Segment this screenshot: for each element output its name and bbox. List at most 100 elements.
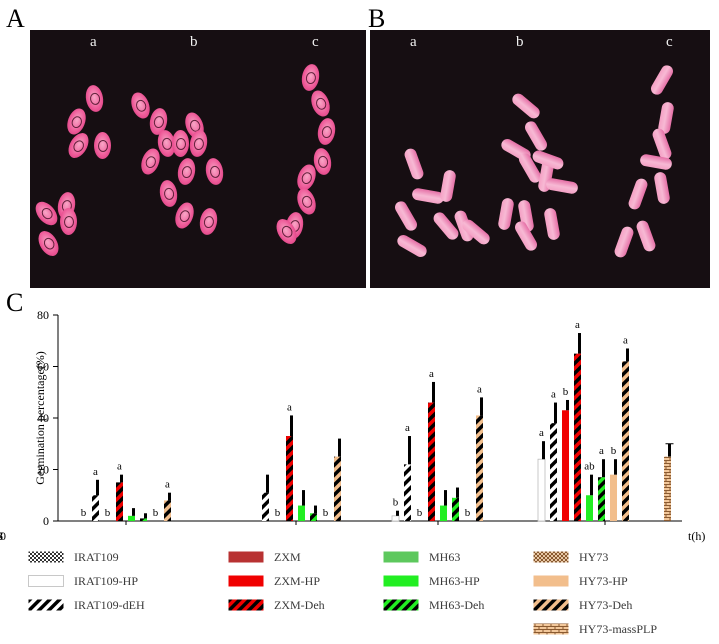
error-bar-hy73-massplp-t10 [668, 443, 671, 457]
stained-seed-whole [545, 177, 579, 195]
significance-letter-irat109-deh-t3: a [93, 466, 98, 478]
legend-item-irat109-deh: IRAT109-dEH [28, 597, 145, 613]
x-tick-label-10: 10 [0, 529, 6, 543]
stained-seed-half [64, 129, 93, 162]
legend-item-zxm: ZXM [228, 549, 301, 565]
bar-irat109-hp-t7 [391, 515, 400, 522]
bar-irat109-deh-t7 [404, 464, 411, 521]
stained-seed-whole [648, 63, 676, 97]
bar-zxm-hp-t10 [562, 410, 569, 521]
x-tick-label-5: 5 [0, 529, 3, 543]
error-bar-irat109-deh-t5 [266, 474, 269, 493]
stained-seed-half [203, 156, 226, 187]
stained-seed-whole [626, 176, 650, 212]
bar-mh63-hp-t3 [128, 515, 135, 521]
error-bar-mh63-deh-t3 [144, 513, 147, 519]
photo-b-label-b: b [516, 34, 524, 50]
significance-letter-zxm-hp-t3: b [105, 507, 111, 519]
stained-seed-whole [509, 91, 543, 121]
error-bar-zxm-deh-t5 [290, 415, 293, 437]
legend-label-irat109: IRAT109 [74, 549, 119, 564]
error-bar-zxm-deh-t7 [432, 381, 435, 403]
error-bar-hy73-deh-t5 [338, 438, 341, 457]
y-tick-label: 0 [43, 514, 49, 528]
legend-label-zxm-hp: ZXM-HP [274, 573, 321, 588]
significance-letter-zxm-deh-t5: a [287, 401, 292, 413]
bar-hy73-hp-t10 [610, 474, 617, 521]
bar-irat109-deh-t10 [550, 423, 557, 521]
germination-bar-chart: 0 20 40 60 80 Germination percentage(%) t(h) 35… [0, 308, 705, 543]
stained-seed-whole [522, 119, 550, 153]
stained-seed-half [83, 83, 106, 114]
bar-zxm-deh-t7 [428, 402, 435, 521]
bar-mh63-deh-t7 [452, 497, 459, 521]
photo-a-label-a: a [90, 34, 97, 50]
legend-label-hy73-deh: HY73-Deh [579, 597, 633, 612]
legend-swatch-zxm [228, 551, 264, 563]
significance-letter-irat109-deh-t7: a [405, 422, 410, 434]
legend-label-irat109-hp: IRAT109-HP [74, 573, 139, 588]
stained-seed-half [175, 156, 198, 187]
significance-letter-hy73-hp-t5: b [323, 507, 329, 519]
significance-letter-zxm-deh-t7: a [429, 368, 434, 380]
bar-irat109-hp-t10 [537, 458, 546, 522]
legend-label-hy73-massplp: HY73-massPLP [579, 621, 658, 636]
panel-letter-b: B [368, 4, 386, 33]
stained-seed-half [197, 206, 220, 237]
significance-letter-zxm-hp-t10: b [563, 386, 569, 398]
legend-swatch-hy73-massplp [533, 623, 569, 635]
stained-seed-whole [497, 197, 515, 231]
error-bar-mh63-deh-t7 [456, 487, 459, 498]
error-bar-irat109-hp-t10 [542, 441, 545, 460]
legend-item-hy73-deh: HY73-Deh [533, 597, 632, 613]
bar-mh63-deh-t3 [140, 518, 147, 521]
y-tick-label: 80 [37, 308, 49, 322]
x-tick-label-3: 3 [0, 529, 3, 543]
legend-item-hy73: HY73 [533, 549, 608, 565]
bar-mh63-hp-t10 [586, 495, 593, 521]
legend-label-hy73-hp: HY73-HP [579, 573, 628, 588]
legend-swatch-mh63-deh [383, 599, 419, 611]
stained-seed-half [172, 130, 189, 157]
significance-letter-zxm-deh-t3: a [117, 461, 122, 473]
legend-item-irat109: IRAT109 [28, 549, 119, 565]
stained-seed-half [60, 208, 77, 235]
error-bar-mh63-deh-t10 [602, 459, 605, 478]
stained-seed-whole [543, 207, 561, 241]
stained-seed-half [63, 105, 90, 138]
bar-zxm-deh-t5 [286, 436, 293, 521]
stained-seed-whole [634, 218, 658, 254]
legend-label-mh63: MH63 [429, 549, 461, 564]
stained-seed-whole [392, 199, 420, 233]
photo-b-label-c: c [666, 34, 673, 50]
legend-item-zxm-deh: ZXM-Deh [228, 597, 325, 613]
significance-letter-hy73-deh-t10: a [623, 334, 628, 346]
legend-item-mh63: MH63 [383, 549, 460, 565]
legend-swatch-zxm-hp [228, 575, 264, 587]
error-bar-zxm-deh-t3 [120, 474, 123, 483]
legend-swatch-zxm-deh [228, 599, 264, 611]
legend-swatch-hy73-hp [533, 575, 569, 587]
bar-zxm-deh-t10 [574, 353, 581, 521]
bar-hy73-deh-t10 [622, 361, 629, 521]
x-axis-title: t(h) [688, 529, 705, 543]
panel-letter-c: C [6, 288, 24, 317]
significance-letter-hy73-deh-t7: a [477, 383, 482, 395]
significance-letter-irat109-hp-t3: b [81, 507, 87, 519]
error-bar-mh63-hp-t7 [444, 490, 447, 506]
bar-hy73-massplp-t10 [664, 456, 671, 521]
bar-hy73-deh-t7 [476, 415, 483, 521]
legend-label-irat109-deh: IRAT109-dEH [74, 597, 145, 612]
bar-hy73-deh-t3 [164, 500, 171, 521]
legend-swatch-irat109 [28, 551, 64, 563]
y-tick-label: 60 [37, 360, 49, 374]
photo-a-label-c: c [312, 34, 319, 50]
significance-letter-mh63-hp-t10: ab [584, 461, 595, 473]
stained-seed-whole [439, 169, 457, 203]
bar-irat109-deh-t3 [92, 495, 99, 521]
stained-seed-whole [612, 224, 636, 260]
bar-mh63-hp-t5 [298, 505, 305, 521]
x-tick-label-7: 7 [0, 529, 3, 543]
significance-letter-hy73-hp-t10: b [611, 445, 617, 457]
error-bar-hy73-deh-t10 [626, 348, 629, 362]
